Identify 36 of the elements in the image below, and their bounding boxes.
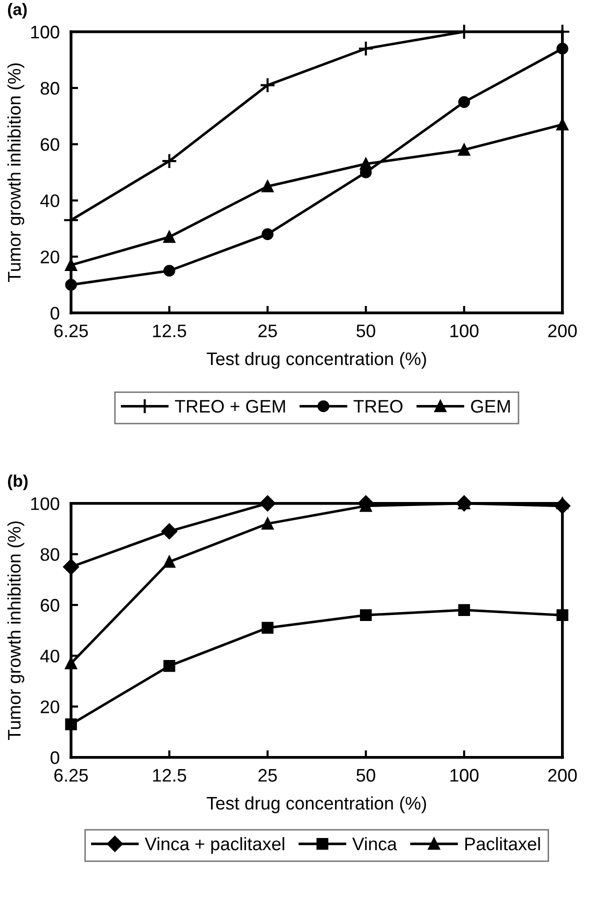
legend-label: GEM [471, 400, 510, 413]
y-tick-label: 100 [31, 26, 60, 38]
y-tick-label: 60 [40, 598, 60, 612]
x-tick-label: 200 [548, 324, 577, 338]
legend-label: Paclitaxel [465, 837, 540, 850]
chart-title: (a) [8, 3, 27, 19]
x-tick-label: 25 [258, 324, 277, 338]
chart-title: (b) [8, 474, 28, 490]
legend-label: TREO + GEM [174, 400, 285, 413]
x-tick-label: 100 [450, 768, 478, 782]
x-axis-title: Test drug concentration (%) [206, 352, 426, 369]
legend-label: TREO [354, 400, 402, 413]
y-tick-label: 0 [50, 306, 60, 320]
y-tick-label: 20 [40, 250, 60, 264]
x-axis-title: Test drug concentration (%) [206, 796, 426, 814]
x-tick-label: 6.25 [54, 324, 88, 338]
y-tick-label: 20 [40, 700, 60, 714]
x-tick-label: 12.5 [153, 324, 186, 338]
x-tick-label: 6.25 [54, 768, 88, 782]
x-tick-label: 200 [548, 768, 577, 782]
y-axis-title: Tumor growth inhibition (%) [7, 63, 24, 282]
y-tick-label: 60 [40, 138, 60, 151]
x-tick-label: 12.5 [153, 768, 186, 782]
x-tick-label: 50 [356, 324, 376, 338]
legend-label: Vinca [352, 837, 398, 850]
y-tick-label: 80 [40, 548, 60, 561]
y-tick-label: 100 [31, 497, 60, 510]
y-tick-label: 40 [40, 194, 60, 208]
legend-label: Vinca + paclitaxel [144, 837, 284, 854]
y-tick-label: 0 [50, 751, 60, 764]
y-tick-label: 40 [40, 650, 60, 662]
y-axis-title: Tumor growth inhibition (%) [7, 521, 24, 740]
x-tick-label: 50 [356, 768, 376, 782]
x-tick-label: 100 [450, 324, 478, 338]
x-tick-label: 25 [258, 768, 277, 782]
y-tick-label: 80 [40, 82, 60, 95]
